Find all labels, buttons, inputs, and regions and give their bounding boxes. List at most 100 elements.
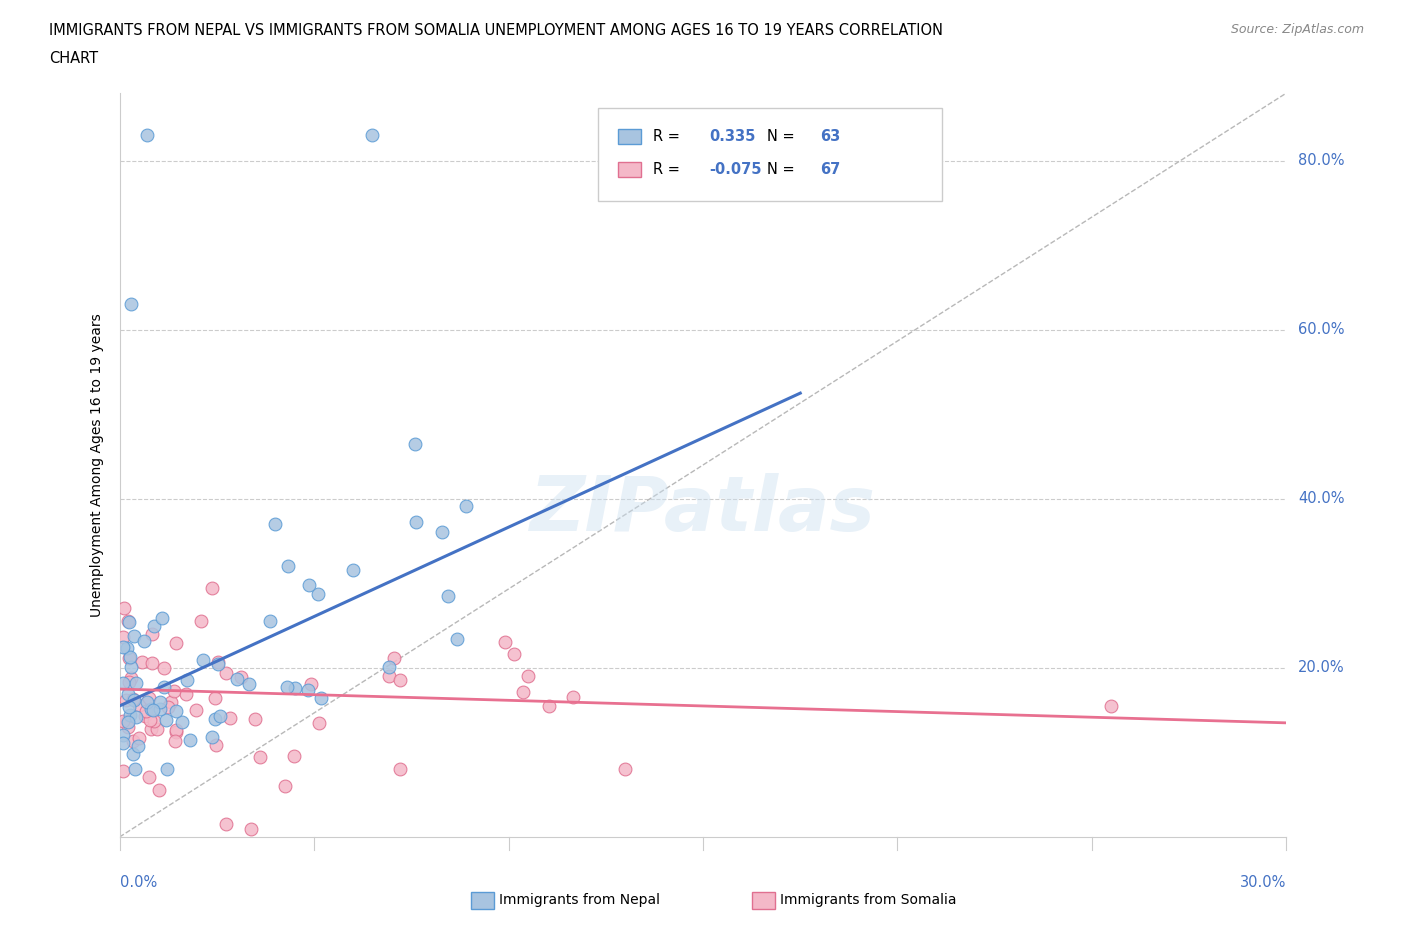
Point [115, 640, 138, 655]
Point [120, 708, 142, 723]
Point [155, 713, 177, 728]
Point [142, 618, 165, 633]
Point [135, 127, 157, 142]
Point [165, 635, 187, 650]
Point [134, 709, 156, 724]
Point [141, 656, 163, 671]
Text: CHART: CHART [49, 51, 98, 66]
Text: 0.0%: 0.0% [120, 875, 156, 890]
Point [437, 589, 460, 604]
Point [215, 817, 238, 831]
Point [118, 615, 141, 630]
Point [112, 630, 135, 644]
Point [112, 639, 135, 654]
Point [124, 762, 146, 777]
Point [405, 514, 427, 529]
Text: R =: R = [652, 128, 679, 143]
Point [494, 635, 516, 650]
Point [277, 559, 299, 574]
Point [245, 711, 267, 726]
Point [179, 732, 201, 747]
Text: N =: N = [768, 128, 794, 143]
Point [1099, 698, 1122, 713]
Point [163, 734, 186, 749]
Point [152, 679, 174, 694]
Point [141, 626, 163, 641]
Point [152, 660, 174, 675]
Point [135, 695, 157, 710]
Point [307, 587, 329, 602]
Point [207, 655, 229, 670]
Text: IMMIGRANTS FROM NEPAL VS IMMIGRANTS FROM SOMALIA UNEMPLOYMENT AMONG AGES 16 TO 1: IMMIGRANTS FROM NEPAL VS IMMIGRANTS FROM… [49, 23, 943, 38]
Point [118, 674, 141, 689]
Point [298, 578, 321, 592]
Point [229, 670, 252, 684]
Text: Source: ZipAtlas.com: Source: ZipAtlas.com [1230, 23, 1364, 36]
Point [537, 698, 560, 713]
Text: -0.075: -0.075 [709, 162, 761, 177]
Point [342, 563, 364, 578]
Point [120, 659, 142, 674]
Point [240, 821, 263, 836]
Point [142, 714, 165, 729]
Point [117, 613, 139, 628]
Point [157, 699, 180, 714]
Text: 0.335: 0.335 [709, 128, 755, 143]
Point [309, 690, 332, 705]
Point [219, 711, 242, 725]
Point [127, 738, 149, 753]
Point [205, 737, 228, 752]
Point [124, 629, 146, 644]
Point [165, 724, 187, 739]
Point [512, 684, 534, 699]
Point [502, 647, 524, 662]
Point [142, 702, 165, 717]
Text: 60.0%: 60.0% [1298, 322, 1344, 338]
Point [297, 683, 319, 698]
Point [118, 651, 141, 666]
Point [117, 720, 139, 735]
Text: Immigrants from Somalia: Immigrants from Somalia [780, 893, 957, 908]
Point [120, 671, 142, 685]
Text: 30.0%: 30.0% [1240, 875, 1286, 890]
Text: Immigrants from Nepal: Immigrants from Nepal [499, 893, 661, 908]
Point [112, 601, 135, 616]
Point [122, 747, 145, 762]
Point [150, 611, 173, 626]
Point [112, 713, 135, 728]
Point [115, 713, 138, 728]
Point [117, 714, 139, 729]
Point [149, 695, 172, 710]
Point [134, 634, 156, 649]
Point [121, 692, 143, 707]
Point [215, 666, 238, 681]
Point [190, 614, 212, 629]
Point [149, 701, 172, 716]
Point [159, 694, 181, 709]
Point [276, 680, 298, 695]
Point [117, 687, 139, 702]
FancyBboxPatch shape [617, 128, 641, 143]
Point [389, 762, 412, 777]
Point [165, 703, 187, 718]
Text: 40.0%: 40.0% [1298, 491, 1344, 506]
Point [112, 676, 135, 691]
Point [115, 693, 138, 708]
Point [138, 691, 160, 706]
Point [208, 709, 231, 724]
Point [131, 655, 153, 670]
Point [145, 722, 167, 737]
Point [200, 580, 222, 595]
Point [308, 715, 330, 730]
Point [283, 749, 305, 764]
Point [112, 764, 135, 778]
Point [139, 712, 162, 727]
Point [225, 671, 247, 686]
Point [121, 734, 143, 749]
Point [259, 614, 281, 629]
Point [517, 669, 540, 684]
Point [148, 783, 170, 798]
Point [614, 762, 637, 777]
Point [122, 693, 145, 708]
Text: 63: 63 [820, 128, 839, 143]
